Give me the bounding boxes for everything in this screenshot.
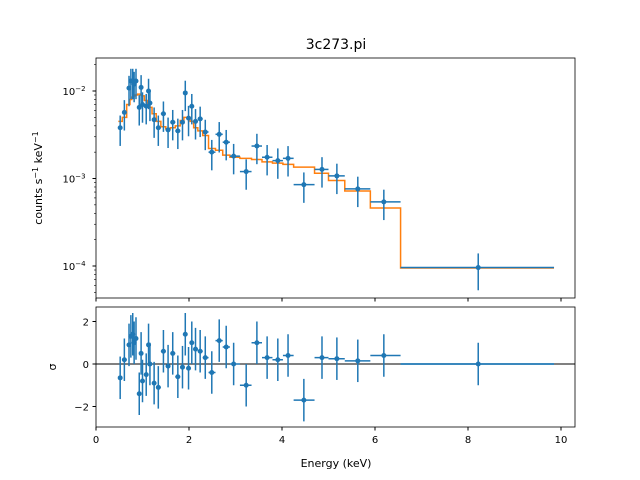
data-point: [133, 78, 139, 84]
residual-point: [216, 338, 222, 344]
residual-point: [285, 353, 291, 358]
x-tick-label: 4: [279, 435, 285, 446]
y-tick-label: 0: [83, 360, 89, 371]
data-point: [186, 115, 192, 121]
residual-point: [175, 374, 181, 380]
residual-point: [143, 372, 149, 378]
residual-point: [140, 378, 145, 384]
residual-point: [193, 346, 199, 352]
residual-point: [197, 348, 203, 354]
x-axis-label: Energy (keV): [301, 457, 372, 470]
residual-point: [381, 353, 387, 358]
bottom-axes-frame: [95, 306, 576, 428]
data-point: [117, 125, 123, 131]
residual-point: [275, 357, 281, 363]
residual-point: [264, 355, 270, 361]
data-point: [143, 103, 149, 109]
y-tick-exponent: −3: [75, 173, 85, 181]
x-tick-label: 0: [93, 435, 99, 446]
data-point: [285, 155, 291, 161]
residual-point: [243, 382, 249, 388]
data-point: [319, 166, 325, 172]
y-tick-exponent: −4: [75, 260, 86, 268]
data-point: [301, 182, 307, 188]
data-point: [197, 116, 203, 122]
residual-point: [155, 384, 161, 390]
data-point: [121, 109, 127, 115]
x-tick-label: 2: [186, 435, 192, 446]
residual-point: [160, 348, 166, 354]
data-point: [223, 139, 229, 145]
residual-point: [231, 361, 237, 367]
data-point: [189, 103, 195, 109]
residual-point: [133, 336, 139, 341]
y-tick-label: 2: [83, 318, 89, 329]
residual-point: [182, 331, 188, 337]
data-point: [175, 128, 181, 134]
residual-point: [179, 364, 185, 370]
residual-point: [121, 357, 127, 363]
residual-point: [334, 356, 340, 362]
y-tick-label: 10−3: [62, 173, 85, 186]
model-line: [118, 93, 555, 269]
data-point: [275, 158, 281, 164]
data-point: [475, 265, 481, 271]
residual-point: [355, 358, 361, 364]
data-point: [193, 118, 199, 124]
y-axis-label-bottom: σ: [46, 363, 59, 370]
residual-point: [319, 355, 325, 361]
residual-point: [147, 361, 153, 367]
x-tick-label: 6: [372, 435, 378, 446]
data-point: [155, 125, 161, 131]
data-point: [179, 119, 185, 125]
residual-point: [165, 363, 171, 369]
data-point: [138, 84, 144, 90]
y-tick-exponent: −2: [75, 85, 85, 93]
residual-point: [202, 355, 208, 361]
y-tick-label: 10−2: [62, 85, 85, 98]
data-point: [140, 102, 145, 108]
residual-point: [301, 397, 307, 403]
residual-point: [151, 380, 157, 386]
data-point: [151, 117, 157, 123]
x-tick-label: 8: [465, 435, 471, 446]
data-point: [334, 173, 340, 179]
data-point: [147, 100, 153, 106]
data-point: [202, 129, 208, 135]
chart-title: 3c273.pi: [306, 37, 367, 53]
y-axis-label-top: counts s−1 keV−1: [31, 131, 46, 224]
y-tick-label: −2: [74, 403, 89, 414]
data-point: [216, 131, 222, 137]
data-point: [264, 154, 270, 160]
data-point: [243, 169, 249, 175]
residual-point: [223, 344, 229, 350]
data-point: [182, 90, 188, 96]
data-point: [254, 143, 260, 149]
data-point: [381, 199, 387, 205]
residual-point: [136, 391, 142, 397]
data-point: [355, 186, 361, 192]
data-point: [170, 119, 176, 125]
residual-point: [186, 365, 192, 371]
data-point: [136, 104, 142, 110]
residual-point: [254, 340, 260, 346]
residual-point: [138, 350, 144, 356]
residual-point: [117, 375, 123, 381]
residual-point: [189, 340, 195, 346]
data-point: [231, 153, 237, 159]
x-tick-label: 10: [555, 435, 568, 446]
y-tick-label: 10−4: [62, 260, 86, 273]
residual-point: [170, 350, 176, 356]
data-point: [165, 127, 171, 133]
residual-point: [209, 370, 215, 375]
data-point: [160, 111, 166, 117]
data-point: [209, 149, 215, 155]
